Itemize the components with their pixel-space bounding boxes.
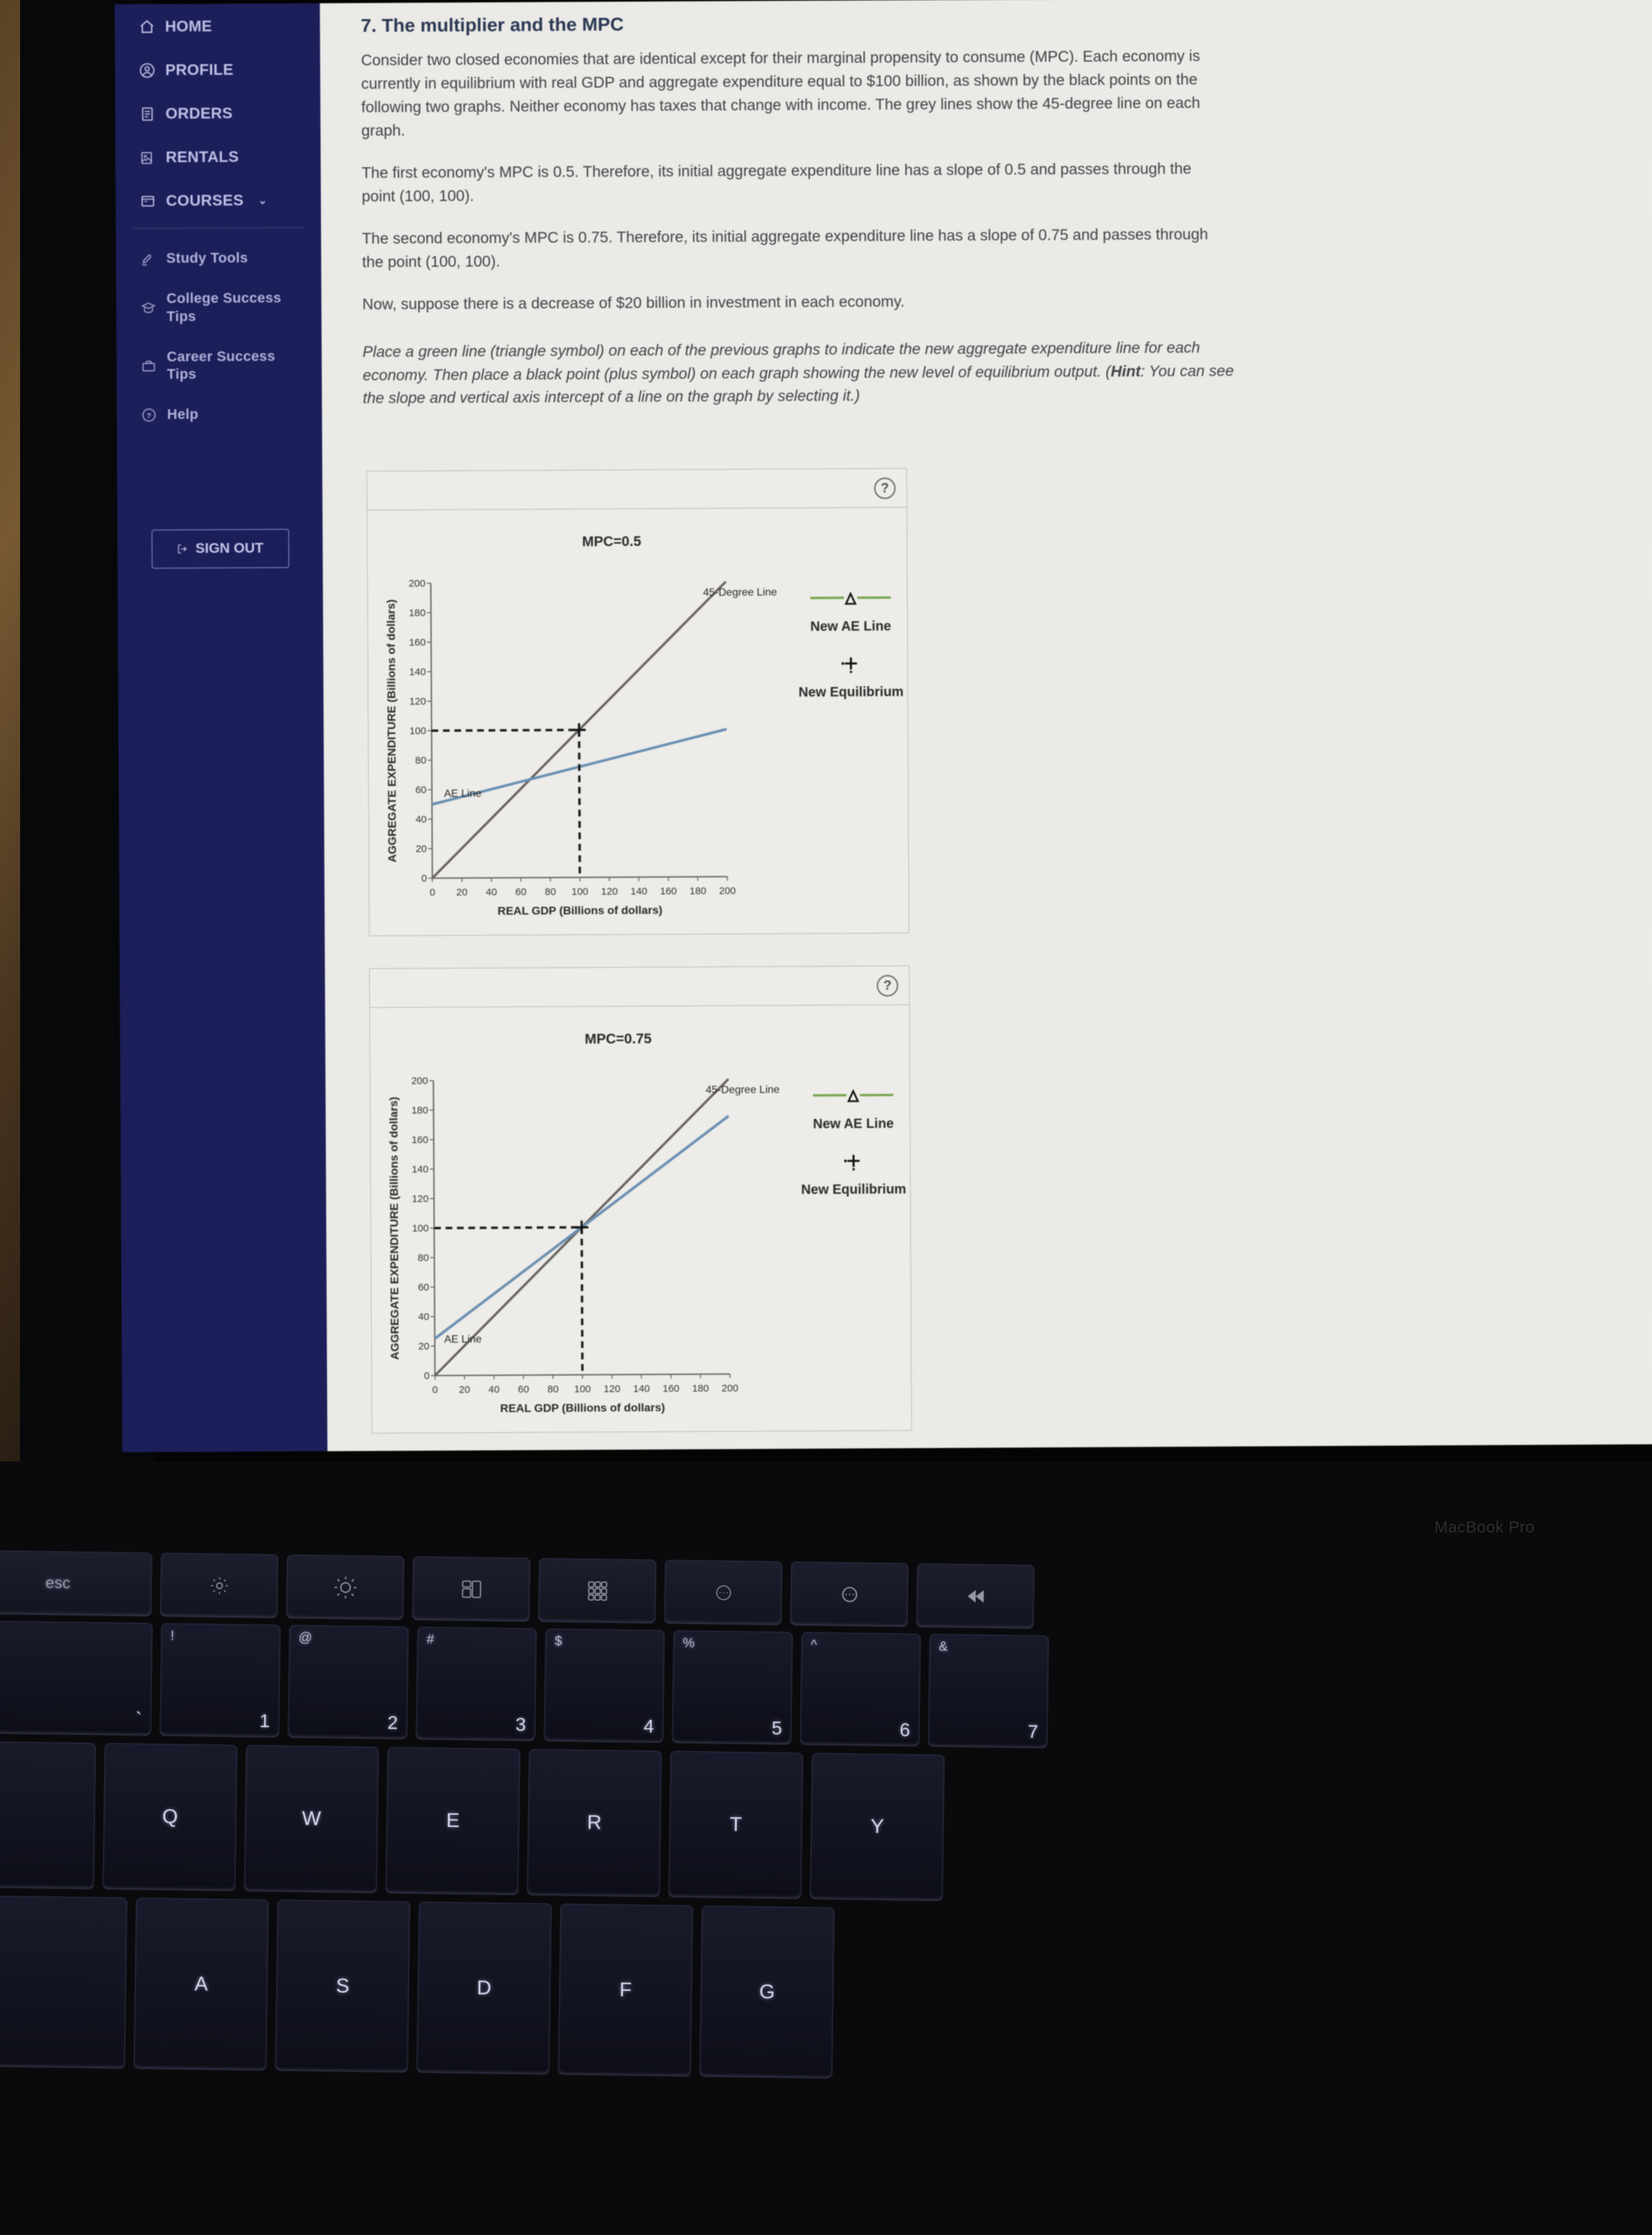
svg-text:200: 200 (408, 578, 425, 589)
svg-text:120: 120 (603, 1384, 620, 1395)
svg-text:160: 160 (409, 637, 426, 648)
svg-text:?: ? (147, 412, 152, 420)
svg-text:60: 60 (418, 1282, 429, 1293)
svg-text:0: 0 (424, 1370, 429, 1382)
svg-text:20: 20 (416, 843, 427, 855)
svg-text:80: 80 (418, 1252, 429, 1264)
svg-text:45-Degree Line: 45-Degree Line (705, 1084, 779, 1096)
svg-text:40: 40 (488, 1384, 499, 1395)
svg-text:AE Line: AE Line (444, 1334, 481, 1345)
svg-text:180: 180 (409, 607, 426, 619)
svg-text:200: 200 (411, 1075, 428, 1087)
svg-text:120: 120 (412, 1193, 428, 1205)
svg-text:60: 60 (516, 886, 527, 898)
svg-text:AGGREGATE EXPENDITURE (Billion: AGGREGATE EXPENDITURE (Billions of dolla… (385, 599, 399, 863)
svg-text:40: 40 (416, 814, 427, 825)
svg-text:120: 120 (409, 696, 426, 707)
svg-text:180: 180 (412, 1105, 428, 1116)
svg-text:REAL GDP (Billions of dollars): REAL GDP (Billions of dollars) (500, 1401, 665, 1414)
svg-text:45-Degree Line: 45-Degree Line (703, 587, 777, 599)
svg-text:160: 160 (662, 1383, 679, 1394)
svg-text:80: 80 (547, 1384, 558, 1395)
svg-text:140: 140 (409, 666, 426, 678)
svg-text:20: 20 (457, 887, 468, 898)
svg-text:160: 160 (412, 1134, 428, 1146)
svg-text:40: 40 (418, 1311, 430, 1323)
svg-text:100: 100 (410, 725, 426, 737)
svg-text:80: 80 (545, 886, 556, 898)
svg-text:140: 140 (630, 886, 647, 897)
svg-text:0: 0 (421, 873, 426, 884)
svg-text:160: 160 (660, 886, 676, 897)
svg-text:60: 60 (518, 1384, 529, 1395)
svg-text:100: 100 (571, 886, 588, 898)
svg-text:0: 0 (432, 1384, 438, 1396)
svg-text:120: 120 (601, 886, 617, 898)
svg-text:140: 140 (412, 1164, 428, 1175)
svg-text:0: 0 (430, 887, 435, 898)
svg-text:180: 180 (692, 1383, 709, 1394)
svg-text:REAL GDP (Billions of dollars): REAL GDP (Billions of dollars) (497, 904, 662, 917)
svg-text:200: 200 (721, 1383, 738, 1394)
svg-text:20: 20 (418, 1341, 430, 1352)
svg-text:200: 200 (719, 886, 735, 897)
svg-text:100: 100 (412, 1223, 429, 1234)
svg-text:100: 100 (574, 1384, 591, 1395)
svg-text:180: 180 (689, 886, 706, 897)
svg-text:140: 140 (633, 1383, 650, 1394)
svg-text:80: 80 (415, 755, 426, 766)
svg-text:AGGREGATE EXPENDITURE (Billion: AGGREGATE EXPENDITURE (Billions of dolla… (388, 1097, 402, 1360)
svg-text:AE Line: AE Line (444, 788, 481, 800)
svg-text:60: 60 (415, 784, 426, 796)
svg-text:20: 20 (459, 1384, 470, 1396)
svg-text:40: 40 (486, 886, 497, 898)
